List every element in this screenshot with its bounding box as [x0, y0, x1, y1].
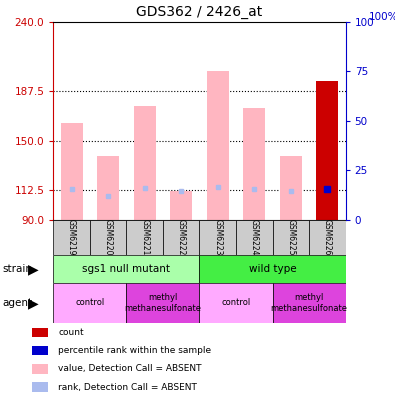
- Text: ▶: ▶: [28, 296, 39, 310]
- Bar: [199, 283, 273, 323]
- Bar: [126, 283, 199, 323]
- Bar: [170, 191, 192, 220]
- Text: methyl
methanesulfonate: methyl methanesulfonate: [124, 293, 201, 312]
- Text: GSM6219: GSM6219: [67, 219, 76, 256]
- Bar: [316, 81, 338, 220]
- Text: wild type: wild type: [249, 264, 296, 274]
- Bar: [207, 70, 229, 220]
- Text: methyl
methanesulfonate: methyl methanesulfonate: [271, 293, 348, 312]
- Title: GDS362 / 2426_at: GDS362 / 2426_at: [136, 6, 263, 19]
- Text: control: control: [75, 299, 105, 307]
- Bar: [32, 346, 47, 355]
- Text: sgs1 null mutant: sgs1 null mutant: [83, 264, 170, 274]
- Bar: [126, 220, 163, 255]
- Bar: [53, 255, 199, 283]
- Bar: [163, 220, 199, 255]
- Bar: [273, 283, 346, 323]
- Text: percentile rank within the sample: percentile rank within the sample: [58, 346, 211, 355]
- Text: GSM6221: GSM6221: [140, 219, 149, 256]
- Bar: [309, 220, 346, 255]
- Text: ▶: ▶: [28, 262, 39, 276]
- Text: count: count: [58, 328, 84, 337]
- Text: GSM6223: GSM6223: [213, 219, 222, 256]
- Text: 100%: 100%: [369, 12, 395, 22]
- Text: agent: agent: [2, 298, 32, 308]
- Bar: [236, 220, 273, 255]
- Text: GSM6220: GSM6220: [103, 219, 113, 256]
- Text: GSM6224: GSM6224: [250, 219, 259, 256]
- Bar: [134, 106, 156, 220]
- Bar: [90, 220, 126, 255]
- Bar: [273, 220, 309, 255]
- Text: GSM6222: GSM6222: [177, 219, 186, 256]
- Text: rank, Detection Call = ABSENT: rank, Detection Call = ABSENT: [58, 383, 197, 392]
- Text: strain: strain: [2, 264, 32, 274]
- Bar: [32, 327, 47, 337]
- Text: value, Detection Call = ABSENT: value, Detection Call = ABSENT: [58, 364, 202, 373]
- Bar: [32, 383, 47, 392]
- Text: control: control: [221, 299, 251, 307]
- Bar: [97, 156, 119, 220]
- Bar: [61, 124, 83, 220]
- Text: GSM6225: GSM6225: [286, 219, 295, 256]
- Bar: [53, 220, 90, 255]
- Bar: [53, 283, 126, 323]
- Bar: [280, 156, 302, 220]
- Text: GSM6226: GSM6226: [323, 219, 332, 256]
- Bar: [199, 255, 346, 283]
- Bar: [32, 364, 47, 374]
- Bar: [199, 220, 236, 255]
- Bar: [243, 108, 265, 220]
